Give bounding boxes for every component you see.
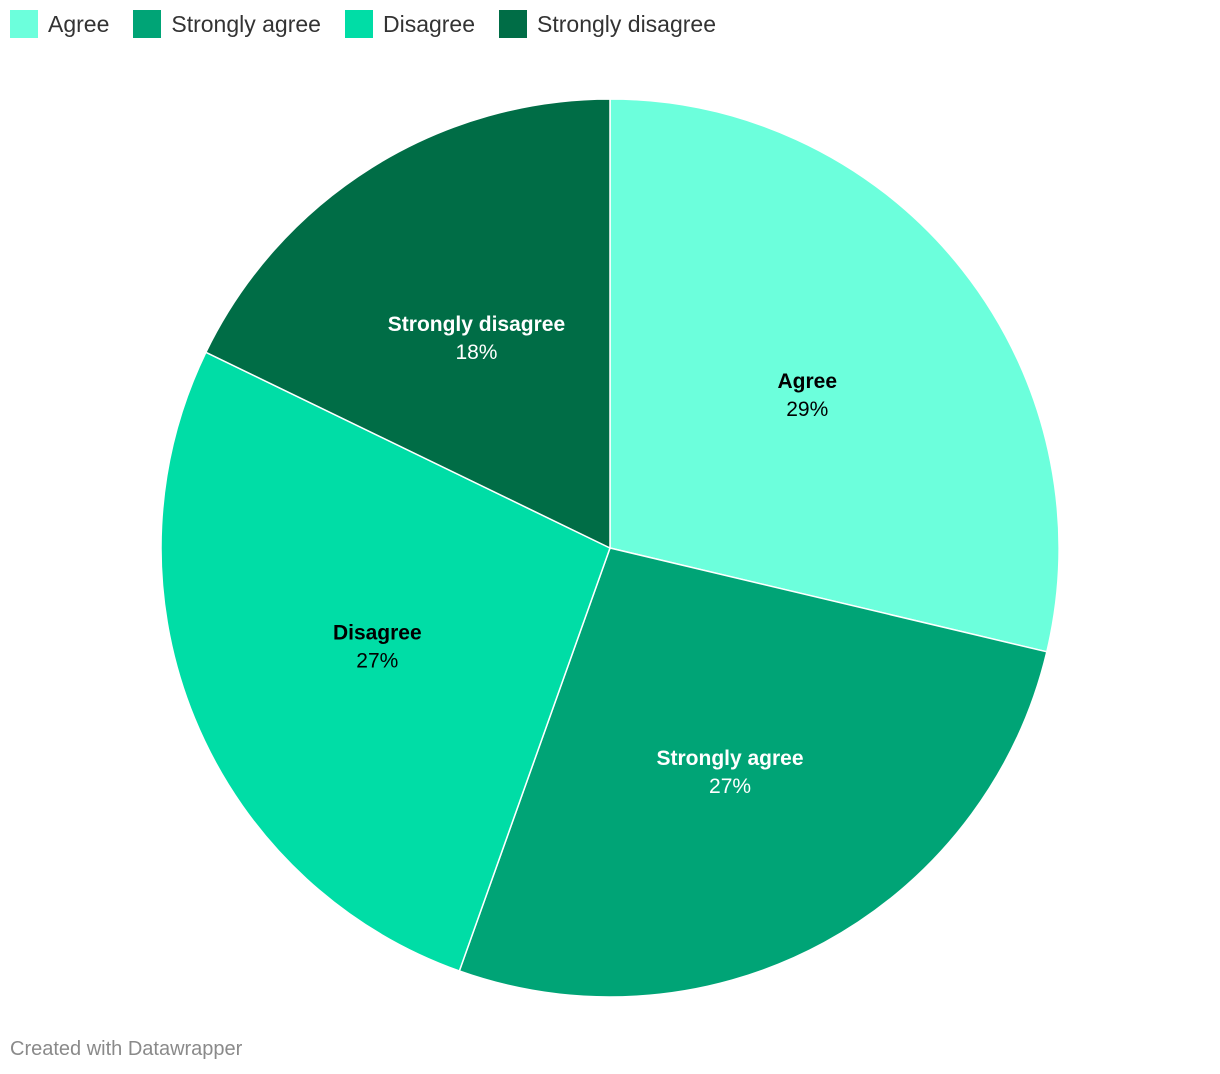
pie-slice-disagree [160,351,611,972]
legend-item-disagree: Disagree [344,10,476,38]
legend-swatch-strongly-agree [133,10,162,38]
slice-label-disagree: Disagree [333,621,422,644]
pie-slice-strongly-disagree [204,98,611,550]
legend-swatch-strongly-disagree [499,10,528,38]
legend-swatch-agree [10,10,38,38]
legend-label-agree: Agree [48,10,110,37]
slice-label-agree: Agree [778,370,838,393]
legend-item-agree: Agree [10,10,109,38]
legend-label-disagree: Disagree [382,10,476,37]
legend-item-strongly-disagree: Strongly disagree [499,10,716,38]
slice-value-disagree: 27% [356,649,398,672]
legend-label-strongly-disagree: Strongly disagree [537,10,717,37]
slice-label-strongly-disagree: Strongly disagree [388,313,565,336]
legend-item-strongly-agree: Strongly agree [133,10,321,38]
slice-label-strongly-agree: Strongly agree [657,747,804,770]
pie-slice-strongly-agree [458,547,1048,998]
slice-value-strongly-disagree: 18% [455,341,497,364]
legend-swatch-disagree [344,10,373,38]
slice-value-strongly-agree: 27% [709,775,751,798]
legend-label-strongly-agree: Strongly agree [171,10,321,37]
chart-legend: Agree Strongly agree Disagree Strongly d… [10,9,740,39]
slice-value-agree: 29% [786,398,828,421]
credit-footer: Created with Datawrapper [10,1038,243,1060]
pie-slice-agree [609,98,1060,653]
